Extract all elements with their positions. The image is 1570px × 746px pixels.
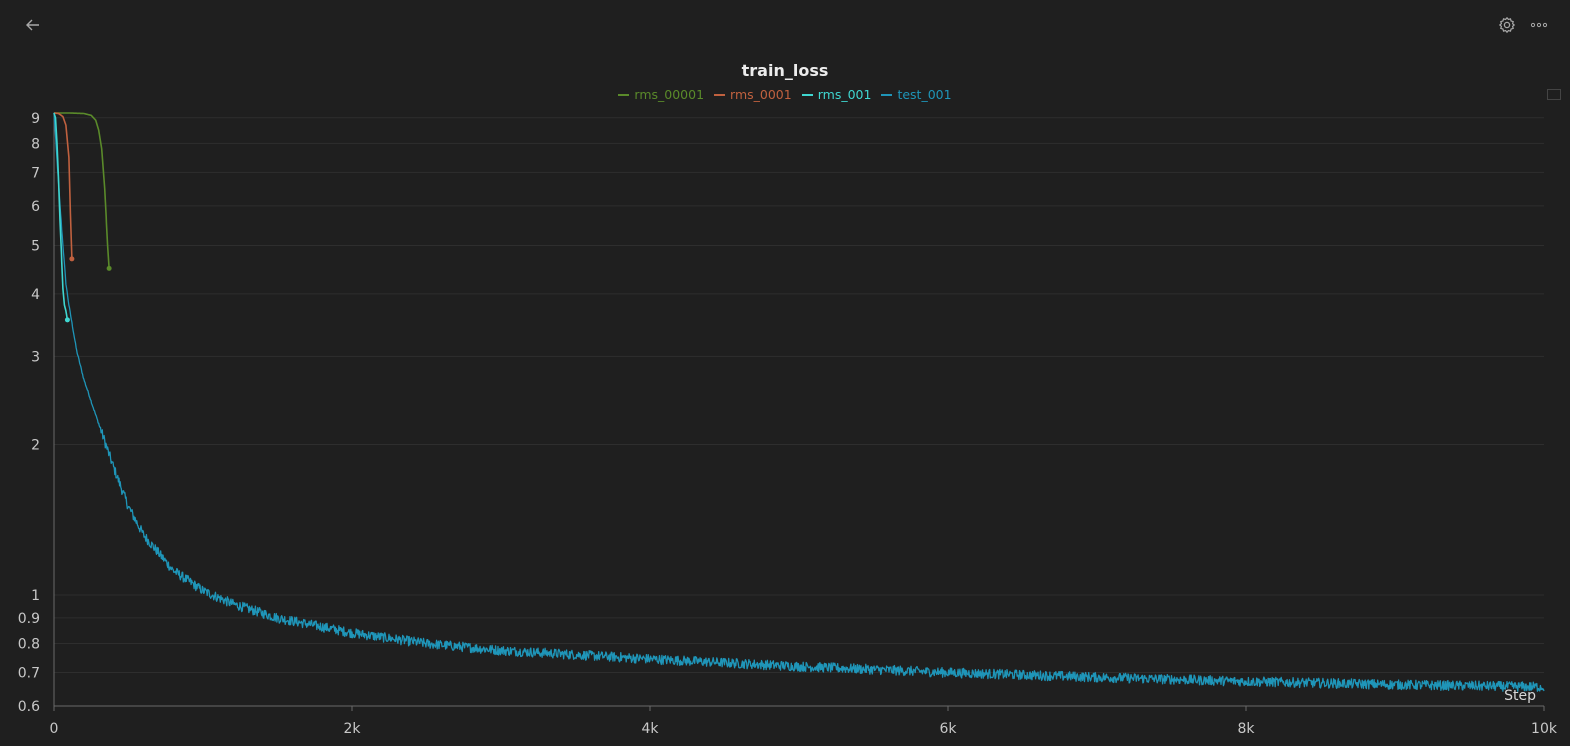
chart-legend: rms_00001 rms_0001 rms_001 test_001 (0, 87, 1570, 102)
legend-item-rms-0001[interactable]: rms_0001 (714, 87, 792, 102)
legend-item-rms-001[interactable]: rms_001 (801, 87, 872, 102)
legend-label: rms_001 (817, 87, 872, 102)
series-end-point-rms-00001 (106, 265, 112, 271)
x-tick-label: 8k (1237, 721, 1255, 737)
legend-swatch (801, 93, 813, 96)
x-axis-label: Step (1504, 688, 1536, 704)
gear-icon (1498, 16, 1516, 34)
legend-swatch (618, 93, 630, 96)
y-tick-label: 3 (31, 349, 40, 365)
settings-button[interactable] (1494, 12, 1520, 38)
series-end-point-rms-001 (64, 317, 70, 323)
y-tick-label: 8 (31, 136, 40, 152)
legend-label: test_001 (897, 87, 952, 102)
x-tick-label: 2k (343, 721, 361, 737)
series-line-test-001 (53, 112, 1545, 692)
ellipsis-icon (1530, 22, 1548, 28)
legend-swatch (881, 93, 893, 96)
series-end-point-rms-0001 (69, 256, 75, 262)
y-tick-label: 0.6 (18, 699, 40, 715)
y-tick-label: 5 (31, 238, 40, 254)
legend-label: rms_0001 (730, 87, 792, 102)
arrow-left-icon (26, 19, 39, 31)
legend-item-rms-00001[interactable]: rms_00001 (618, 87, 704, 102)
y-tick-label: 2 (31, 437, 40, 453)
panel-resize-handle[interactable] (1547, 89, 1561, 100)
y-tick-label: 0.9 (18, 611, 40, 627)
y-tick-label: 0.8 (18, 637, 40, 653)
y-tick-label: 7 (31, 165, 40, 181)
x-tick-label: 10k (1531, 721, 1558, 737)
chart-title: train_loss (741, 61, 829, 80)
y-tick-label: 9 (31, 111, 40, 127)
y-tick-label: 1 (31, 588, 40, 604)
y-tick-label: 4 (31, 287, 40, 303)
legend-label: rms_00001 (634, 87, 705, 102)
x-tick-label: 0 (50, 721, 59, 737)
y-tick-label: 6 (31, 199, 40, 215)
y-tick-label: 0.7 (18, 666, 40, 682)
legend-item-test-001[interactable]: test_001 (881, 87, 952, 102)
more-options-button[interactable] (1526, 12, 1552, 38)
series-line-rms-00001 (53, 112, 110, 269)
x-tick-label: 6k (939, 721, 957, 737)
series-line-rms-0001 (53, 112, 73, 259)
back-button[interactable] (20, 12, 46, 38)
x-tick-label: 4k (641, 721, 659, 737)
legend-swatch (714, 93, 726, 96)
series-line-rms-001 (53, 112, 69, 320)
